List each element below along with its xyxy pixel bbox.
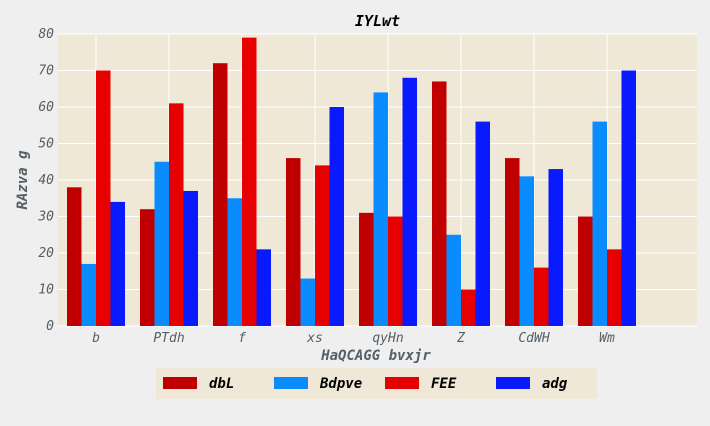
bars <box>67 37 636 327</box>
y-tick-label: 80 <box>38 27 54 42</box>
bar-Bdpve-qyHn <box>373 92 388 327</box>
x-tick-label: PTdh <box>153 331 184 346</box>
legend: dbL Bdpve FEE adg <box>156 368 597 399</box>
bar-adg-CdWH <box>548 169 563 326</box>
legend-swatch-adg <box>496 377 530 389</box>
bar-dbL-xs <box>286 158 301 326</box>
x-tick-label: b <box>92 331 100 346</box>
bar-Bdpve-Wm <box>592 121 607 326</box>
bar-FEE-Z <box>461 289 476 326</box>
bar-FEE-b <box>96 70 111 326</box>
y-tick-label: 60 <box>38 100 54 115</box>
legend-label-adg: adg <box>542 376 568 392</box>
bar-FEE-PTdh <box>169 103 184 326</box>
bar-Bdpve-f <box>227 198 242 326</box>
bar-Bdpve-xs <box>300 278 315 326</box>
bar-dbL-PTdh <box>140 209 155 326</box>
bar-adg-xs <box>329 107 344 326</box>
legend-swatch-FEE <box>385 377 419 389</box>
bar-Bdpve-b <box>81 263 96 326</box>
y-tick-label: 0 <box>46 319 54 334</box>
x-tick-label: Z <box>456 331 466 346</box>
y-tick-label: 70 <box>38 64 54 79</box>
bar-FEE-xs <box>315 165 330 326</box>
x-tick-label: qyHn <box>372 331 403 346</box>
legend-label-dbL: dbL <box>209 376 234 392</box>
y-tick-label: 30 <box>37 210 54 225</box>
bar-Bdpve-Z <box>446 234 461 326</box>
bar-adg-b <box>110 201 125 326</box>
legend-swatch-Bdpve <box>274 377 308 389</box>
y-tick-label: 50 <box>38 137 54 152</box>
legend-swatch-dbL <box>163 377 197 389</box>
bar-Bdpve-PTdh <box>154 161 169 326</box>
bar-adg-qyHn <box>402 77 417 326</box>
bar-Bdpve-CdWH <box>519 176 534 326</box>
bar-dbL-CdWH <box>505 158 520 326</box>
x-axis-label: HaQCAGG bvxjr <box>320 348 431 364</box>
chart-title: IYLwt <box>355 12 400 30</box>
bar-adg-PTdh <box>183 190 198 326</box>
y-axis-label: RAzva g <box>15 150 31 210</box>
y-tick-label: 10 <box>38 283 54 298</box>
y-axis-ticks: 0 10 20 30 40 50 60 70 80 <box>37 27 54 334</box>
bar-FEE-CdWH <box>534 267 549 326</box>
x-axis-ticks: b PTdh f xs qyHn Z CdWH Wm <box>92 331 615 346</box>
x-tick-label: f <box>238 331 246 346</box>
bar-FEE-qyHn <box>388 216 403 326</box>
bar-adg-Z <box>475 121 490 326</box>
bar-dbL-Wm <box>578 216 593 326</box>
y-tick-label: 20 <box>38 246 54 261</box>
x-tick-label: Wm <box>599 331 615 346</box>
bar-FEE-Wm <box>607 249 622 326</box>
bar-dbL-qyHn <box>359 212 374 326</box>
legend-label-Bdpve: Bdpve <box>319 376 362 392</box>
x-tick-label: CdWH <box>518 331 549 346</box>
x-tick-label: xs <box>306 331 323 346</box>
bar-adg-f <box>256 249 271 326</box>
y-tick-label: 40 <box>38 173 54 188</box>
bar-adg-Wm <box>621 70 636 326</box>
bar-dbL-Z <box>432 81 447 326</box>
bar-FEE-f <box>242 37 257 327</box>
bar-dbL-f <box>213 63 228 326</box>
legend-label-FEE: FEE <box>431 376 457 392</box>
bar-dbL-b <box>67 187 82 326</box>
